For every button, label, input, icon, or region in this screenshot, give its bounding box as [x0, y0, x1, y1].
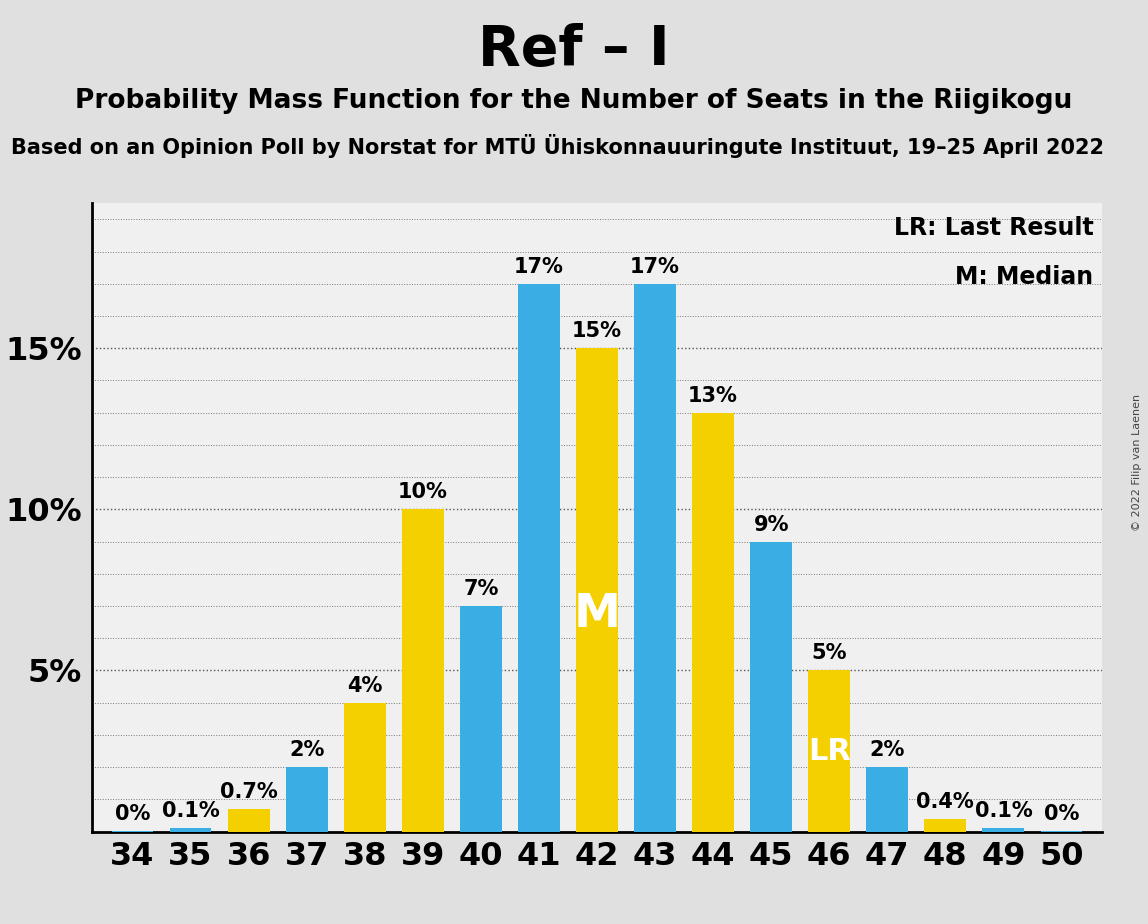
- Text: 7%: 7%: [463, 579, 498, 599]
- Bar: [867, 767, 908, 832]
- Text: 2%: 2%: [289, 740, 325, 760]
- Text: 4%: 4%: [347, 675, 382, 696]
- Text: 13%: 13%: [688, 385, 738, 406]
- Bar: [751, 541, 792, 832]
- Text: 5%: 5%: [812, 643, 847, 663]
- Text: 2%: 2%: [869, 740, 905, 760]
- Bar: [518, 284, 560, 832]
- Text: 0%: 0%: [1044, 804, 1079, 823]
- Bar: [227, 809, 270, 832]
- Bar: [634, 284, 676, 832]
- Bar: [692, 413, 734, 832]
- Text: Probability Mass Function for the Number of Seats in the Riigikogu: Probability Mass Function for the Number…: [76, 88, 1072, 114]
- Bar: [343, 703, 386, 832]
- Text: 0.4%: 0.4%: [916, 792, 975, 811]
- Bar: [170, 829, 211, 832]
- Text: 0%: 0%: [115, 804, 150, 823]
- Text: 17%: 17%: [630, 257, 680, 277]
- Bar: [924, 819, 967, 832]
- Bar: [983, 829, 1024, 832]
- Text: 17%: 17%: [514, 257, 564, 277]
- Text: Ref – I: Ref – I: [479, 23, 669, 77]
- Text: LR: LR: [808, 736, 851, 766]
- Text: M: Median: M: Median: [955, 264, 1093, 288]
- Text: Based on an Opinion Poll by Norstat for MTÜ Ühiskonnauuringute Instituut, 19–25 : Based on an Opinion Poll by Norstat for …: [11, 134, 1104, 158]
- Text: 10%: 10%: [398, 482, 448, 503]
- Bar: [808, 671, 851, 832]
- Bar: [286, 767, 327, 832]
- Bar: [402, 509, 443, 832]
- Bar: [576, 348, 618, 832]
- Text: 0.7%: 0.7%: [219, 782, 278, 802]
- Bar: [1040, 831, 1083, 832]
- Bar: [111, 831, 154, 832]
- Text: M: M: [574, 591, 620, 637]
- Text: 0.1%: 0.1%: [975, 801, 1032, 821]
- Text: 15%: 15%: [572, 322, 622, 341]
- Text: © 2022 Filip van Laenen: © 2022 Filip van Laenen: [1132, 394, 1142, 530]
- Text: LR: Last Result: LR: Last Result: [893, 216, 1093, 240]
- Text: 9%: 9%: [753, 515, 789, 534]
- Text: 0.1%: 0.1%: [162, 801, 219, 821]
- Bar: [460, 606, 502, 832]
